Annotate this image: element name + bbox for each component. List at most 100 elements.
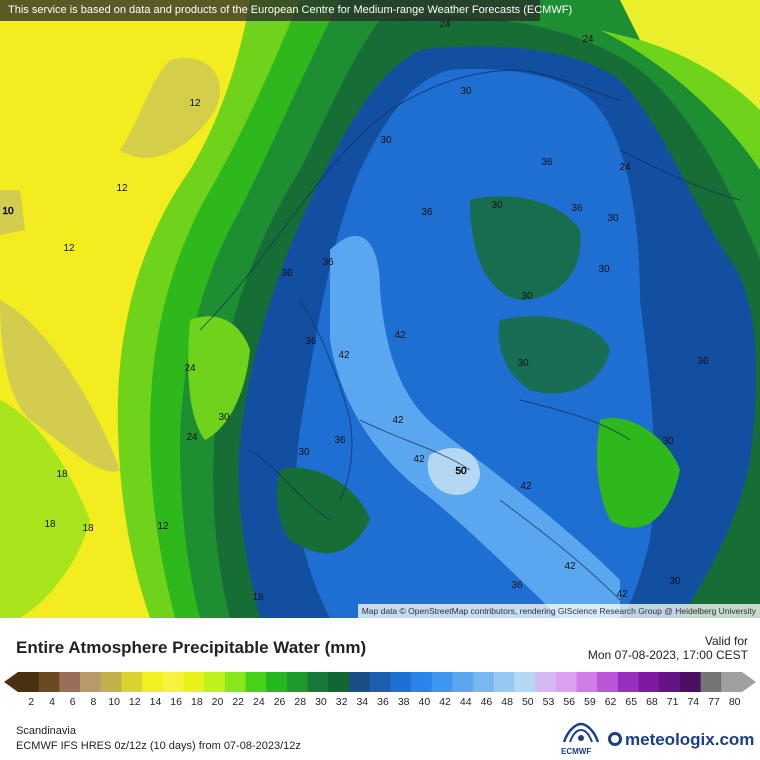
- scale-tick-label: 38: [397, 696, 410, 708]
- contour-label: 30: [662, 436, 674, 447]
- scale-swatch-8: [80, 672, 102, 692]
- scale-swatch-62: [597, 672, 619, 692]
- scale-swatch-71: [659, 672, 681, 692]
- map-title: Entire Atmosphere Precipitable Water (mm…: [16, 638, 367, 657]
- contour-label: 36: [322, 257, 334, 268]
- scale-arrow-low: [4, 672, 18, 692]
- scale-tick-label: 59: [584, 696, 596, 708]
- scale-swatch-12: [121, 672, 143, 692]
- scale-tick-label: 8: [90, 696, 97, 708]
- scale-swatch-68: [638, 672, 660, 692]
- scale-swatch-22: [224, 672, 247, 692]
- scale-tick-label: 50: [521, 696, 534, 708]
- model-info: ECMWF IFS HRES 0z/12z (10 days) from 07-…: [16, 740, 301, 752]
- scale-tick-label: 42: [439, 696, 451, 708]
- contour-label: 30: [218, 412, 230, 423]
- scale-swatch-18: [183, 672, 205, 692]
- scale-tick-label: 36: [377, 696, 389, 708]
- contour-label: 36: [541, 157, 553, 168]
- precipitable-water-map[interactable]: 24 24 12 30 12 30 36 24 10 30 12 36 36 36 36 30 30 30 42 42…: [0, 0, 760, 618]
- scale-swatch-14: [142, 672, 164, 692]
- contour-label: 42: [564, 561, 576, 572]
- ecmwf-disclaimer-banner: This service is based on data and produc…: [0, 0, 572, 21]
- valid-time: Mon 07-08-2023, 17:00 CEST: [587, 648, 748, 662]
- contour-label: 36: [421, 207, 433, 218]
- pw-zone-10: [0, 300, 120, 472]
- scale-tick-label: 48: [501, 696, 513, 708]
- pw-zone-28-south: [498, 316, 610, 394]
- ecmwf-logo-text: ECMWF: [561, 747, 592, 756]
- contour-label: 18: [56, 469, 68, 480]
- contour-label: 18: [252, 592, 264, 603]
- pw-zone-28-finland: [470, 196, 581, 300]
- scale-swatch-46: [473, 672, 495, 692]
- scale-swatch-48: [493, 672, 515, 692]
- scale-swatch-38: [390, 672, 412, 692]
- scale-tick-label: 20: [211, 696, 224, 708]
- meteologix-mark-icon: [608, 732, 622, 746]
- scale-tick-label: 40: [418, 696, 431, 708]
- contour-label: 24: [184, 363, 196, 374]
- scale-tick-label: 2: [28, 696, 35, 708]
- scale-swatch-26: [266, 672, 288, 692]
- contour-label: 24: [582, 34, 594, 45]
- contour-label: 30: [460, 86, 472, 97]
- scale-tick-label: 10: [108, 696, 120, 708]
- scale-tick-label: 74: [687, 696, 700, 708]
- scale-swatch-34: [348, 672, 371, 692]
- contour-label: 42: [413, 454, 425, 465]
- map-attribution[interactable]: Map data © OpenStreetMap contributors, r…: [357, 604, 760, 618]
- contour-label: 30: [669, 576, 681, 587]
- contour-label: 36: [305, 336, 317, 347]
- contour-label: 36: [697, 356, 709, 367]
- contour-label: 24: [186, 432, 198, 443]
- contour-label: 30: [598, 264, 610, 275]
- region-name: Scandinavia: [16, 725, 76, 737]
- scale-tick-label: 68: [646, 696, 658, 708]
- scale-tick-label: 22: [232, 696, 245, 708]
- contour-label: 36: [334, 435, 346, 446]
- scale-swatch-53: [535, 672, 557, 692]
- contour-label: 12: [157, 521, 169, 532]
- contour-label: 50: [455, 466, 467, 477]
- scale-tick-label: 44: [459, 696, 472, 708]
- contour-label: 30: [521, 291, 533, 302]
- valid-label: Valid for: [704, 634, 748, 648]
- contour-label: 42: [338, 350, 350, 361]
- scale-tick-label: 24: [253, 696, 265, 708]
- contour-label: 30: [380, 135, 392, 146]
- contour-label: 30: [517, 358, 529, 369]
- scale-swatch-24: [245, 672, 267, 692]
- scale-swatch-2: [18, 672, 40, 692]
- contour-label: 42: [392, 415, 404, 426]
- scale-tick-label: 30: [315, 696, 327, 708]
- scale-tick-label: 46: [480, 696, 493, 708]
- contour-label: 24: [439, 19, 451, 30]
- scale-tick-label: 14: [149, 696, 162, 708]
- pw-zone-24-east: [597, 418, 680, 528]
- pw-zone-10: [120, 58, 220, 158]
- scale-tick-label: 28: [294, 696, 307, 708]
- scale-tick-label: 65: [625, 696, 638, 708]
- contour-label: 30: [298, 447, 310, 458]
- scale-tick-label: 77: [708, 696, 720, 708]
- scale-tick-label: 32: [335, 696, 348, 708]
- contour-label: 12: [63, 243, 75, 254]
- pw-zone-18: [0, 400, 90, 618]
- ecmwf-logo: [556, 720, 606, 756]
- scale-tick-label: 56: [563, 696, 575, 708]
- pw-zone-10: [0, 190, 25, 235]
- pw-zone-20-east: [600, 30, 760, 170]
- scale-arrow-high: [742, 672, 756, 692]
- contour-label: 10: [2, 206, 14, 217]
- scale-swatch-30: [307, 672, 329, 692]
- meteologix-logo[interactable]: meteologix.com: [608, 730, 754, 750]
- scale-swatch-16: [162, 672, 184, 692]
- scale-swatch-20: [204, 672, 226, 692]
- pw-zone-34: [296, 69, 655, 618]
- contour-label: 18: [82, 523, 94, 534]
- map-canvas: 24 24 12 30 12 30 36 24 10 30 12 36 36 36 36 30 30 30 42 42…: [0, 0, 760, 618]
- contour-label: 30: [491, 200, 503, 211]
- scale-swatch-74: [679, 672, 702, 692]
- scale-tick-label: 34: [356, 696, 369, 708]
